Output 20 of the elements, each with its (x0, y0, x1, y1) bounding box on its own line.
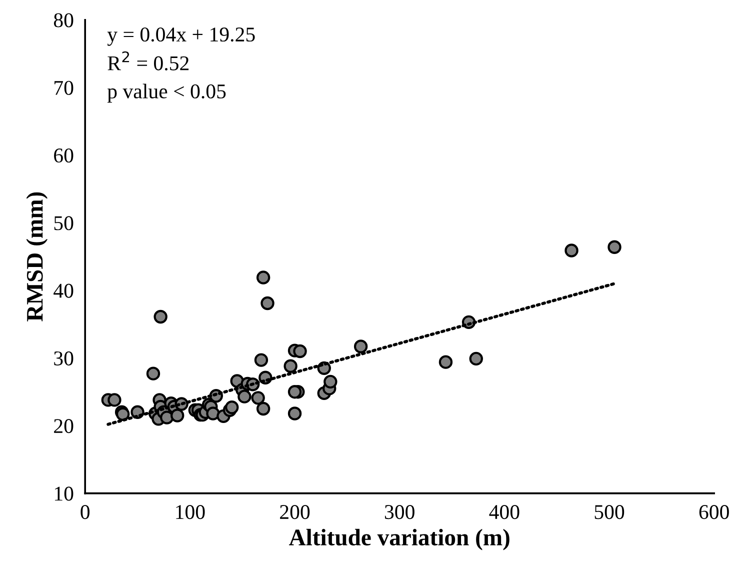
y-tick-label: 10 (54, 486, 74, 501)
x-tick-label: 500 (594, 505, 624, 520)
x-tick-label: 200 (280, 505, 310, 520)
y-tick-label: 60 (54, 148, 74, 163)
x-axis-title: Altitude variation (m) (289, 528, 510, 550)
annotation: p value < 0.05 (107, 84, 226, 103)
annotation: R$^{2}$ = 0.52 (108, 51, 189, 70)
y-tick-label: 80 (54, 13, 74, 28)
x-tick-label: 300 (384, 505, 414, 520)
y-tick-label: 50 (54, 216, 74, 230)
x-tick-label: 0 (80, 505, 90, 520)
annotation: y = 0.04x + 19.25 (107, 27, 255, 46)
y-tick-label: 30 (54, 351, 74, 366)
x-tick-label: 400 (489, 505, 520, 520)
x-tick-label: 600 (699, 505, 729, 520)
y-tick-label: 70 (54, 80, 74, 95)
y-tick-label: 40 (54, 284, 74, 298)
y-tick-label: 20 (54, 419, 74, 434)
x-tick-label: 100 (176, 505, 205, 520)
y-axis-title: RMSD (mm) (26, 192, 48, 322)
